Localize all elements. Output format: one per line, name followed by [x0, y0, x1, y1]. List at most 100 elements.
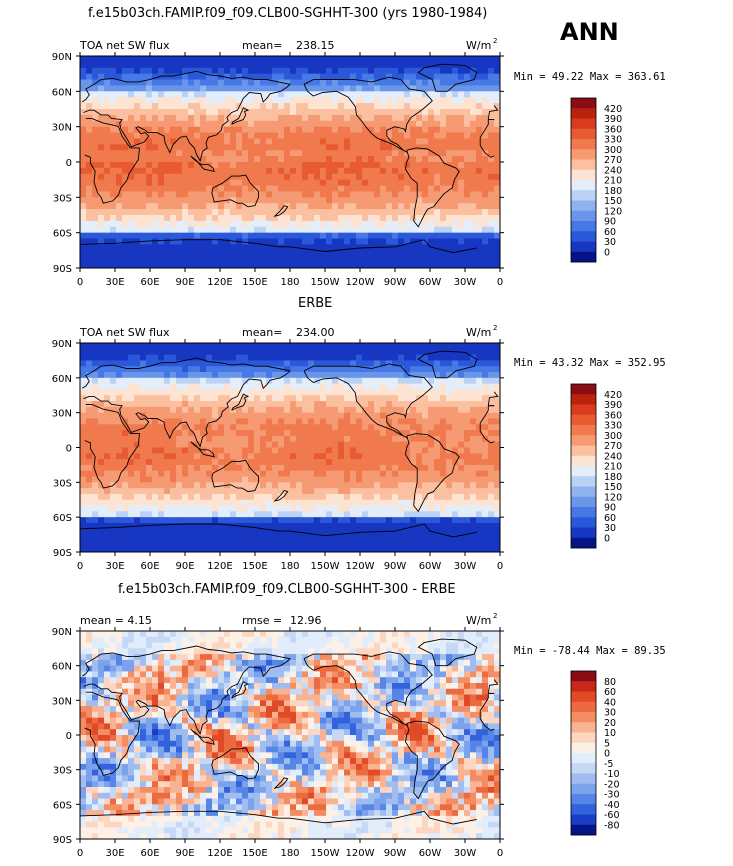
field-cell	[266, 354, 273, 362]
field-cell	[230, 377, 237, 385]
field-cell	[206, 185, 213, 193]
field-cell	[230, 389, 237, 396]
field-cell	[164, 395, 171, 402]
field-cell	[446, 67, 453, 75]
field-cell	[314, 67, 321, 75]
field-cell	[266, 482, 273, 489]
field-cell	[194, 488, 201, 495]
field-cell	[458, 232, 465, 240]
field-cell	[494, 114, 500, 122]
field-cell	[302, 79, 309, 87]
field-cell	[248, 377, 255, 385]
field-cell	[92, 383, 99, 391]
field-cell	[422, 360, 429, 367]
field-cell	[332, 499, 339, 507]
field-cell	[416, 138, 423, 145]
field-cell	[386, 435, 393, 443]
field-cell	[470, 343, 477, 350]
field-cell	[464, 488, 471, 495]
field-cell	[458, 505, 465, 512]
field-cell	[170, 412, 177, 420]
field-cell	[116, 85, 123, 92]
field-cell	[416, 499, 423, 507]
field-cell	[470, 167, 477, 175]
field-cell	[488, 528, 495, 536]
field-cell	[98, 418, 105, 425]
field-cell	[488, 167, 495, 175]
field-cell	[284, 126, 291, 134]
field-cell	[410, 138, 417, 145]
field-cell	[302, 103, 309, 110]
field-cell	[452, 528, 459, 536]
field-cell	[170, 61, 177, 69]
field-cell	[410, 97, 417, 104]
field-cell	[272, 250, 279, 257]
field-cell	[386, 179, 393, 187]
field-cell	[248, 435, 255, 443]
field-cell	[422, 185, 429, 193]
field-cell	[98, 372, 105, 379]
field-cell	[422, 79, 429, 87]
field-cell	[254, 61, 261, 69]
field-cell	[254, 85, 261, 92]
field-cell	[464, 401, 471, 408]
field-cell	[164, 150, 171, 157]
field-cell	[494, 238, 500, 246]
field-cell	[278, 262, 285, 268]
field-cell	[146, 418, 153, 425]
field-cell	[458, 488, 465, 495]
field-cell	[224, 435, 231, 443]
field-cell	[164, 348, 171, 356]
field-cell	[146, 126, 153, 134]
field-cell	[284, 67, 291, 75]
field-cell	[296, 389, 303, 396]
field-cell	[290, 377, 297, 385]
field-cell	[368, 185, 375, 193]
field-cell	[314, 488, 321, 495]
field-cell	[98, 91, 105, 98]
field-cell	[116, 395, 123, 402]
field-cell	[236, 453, 243, 460]
field-cell	[158, 215, 165, 222]
field-cell	[488, 109, 495, 116]
field-cell	[380, 91, 387, 98]
field-cell	[194, 476, 201, 483]
field-cell	[86, 511, 93, 518]
field-cell	[302, 418, 309, 425]
field-cell	[290, 406, 297, 414]
field-cell	[182, 126, 189, 134]
field-cell	[434, 366, 441, 373]
field-cell	[116, 499, 123, 507]
field-cell	[428, 114, 435, 122]
field-cell	[242, 348, 249, 356]
field-cell	[110, 499, 117, 507]
field-cell	[410, 144, 417, 151]
field-cell	[374, 459, 381, 466]
field-cell	[128, 97, 135, 104]
field-cell	[428, 447, 435, 454]
field-cell	[140, 209, 147, 216]
field-cell	[164, 220, 171, 228]
field-cell	[434, 209, 441, 216]
field-cell	[140, 150, 147, 157]
field-cell	[122, 61, 129, 69]
field-cell	[416, 162, 423, 169]
field-cell	[128, 464, 135, 472]
field-cell	[128, 85, 135, 92]
field-cell	[392, 366, 399, 373]
field-cell	[476, 185, 483, 193]
field-cell	[92, 418, 99, 425]
field-cell	[170, 383, 177, 391]
field-cell	[164, 262, 171, 268]
field-cell	[248, 517, 255, 524]
field-cell	[320, 528, 327, 536]
field-cell	[236, 383, 243, 391]
field-cell	[368, 97, 375, 104]
field-cell	[218, 250, 225, 257]
field-cell	[428, 138, 435, 145]
field-cell	[176, 430, 183, 437]
field-cell	[248, 476, 255, 483]
field-cell	[236, 179, 243, 187]
field-cell	[368, 85, 375, 92]
field-cell	[326, 232, 333, 240]
